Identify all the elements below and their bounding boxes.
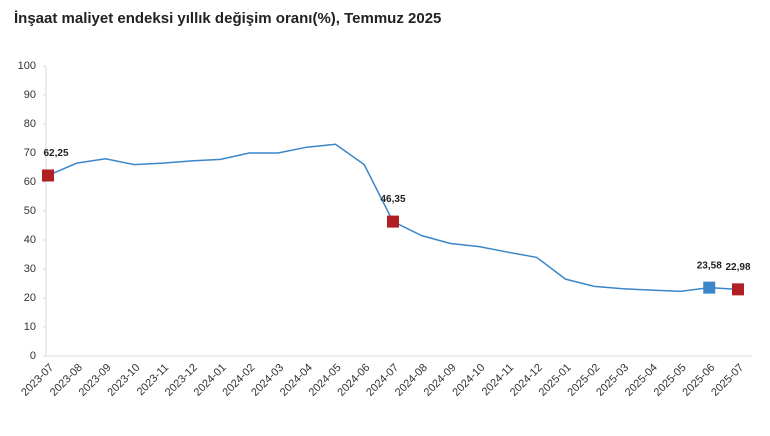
y-tick-label: 80 [24,118,36,130]
value-label: 22,98 [725,262,750,273]
y-tick-label: 60 [24,176,36,188]
y-tick-label: 10 [24,321,36,333]
y-tick-label: 30 [24,263,36,275]
value-label: 23,58 [697,260,722,271]
marker [703,281,716,294]
y-tick-label: 100 [18,60,36,72]
value-label: 62,25 [43,148,68,159]
marker [387,215,399,228]
x-tick-label: 2025-07 [709,362,746,399]
marker [732,283,744,296]
value-label: 46,35 [380,194,405,205]
marker [42,169,54,182]
y-tick-label: 40 [24,234,36,246]
y-tick-label: 70 [24,147,36,159]
y-tick-label: 50 [24,205,36,217]
y-tick-label: 20 [24,292,36,304]
y-tick-label: 0 [30,350,36,362]
y-tick-label: 90 [24,89,36,101]
chart-title: İnşaat maliyet endeksi yıllık değişim or… [14,10,441,27]
